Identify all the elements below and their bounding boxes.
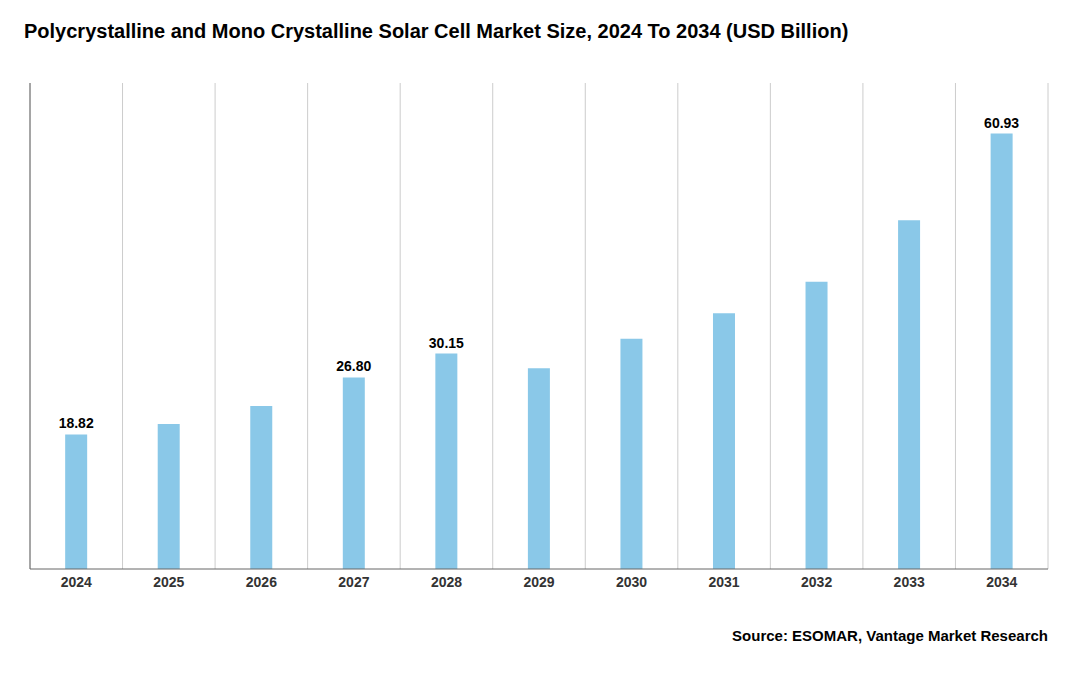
svg-text:2024: 2024 [61,574,92,590]
svg-text:60.93: 60.93 [984,115,1019,131]
svg-text:2034: 2034 [986,574,1017,590]
html-text:Polycrystalline and Mono Cryst: Polycrystalline and Mono Crystalline Sol… [24,20,849,42]
svg-text:2032: 2032 [801,574,832,590]
svg-text:2027: 2027 [338,574,369,590]
svg-text:2028: 2028 [431,574,462,590]
svg-text:2025: 2025 [153,574,184,590]
svg-text:2030: 2030 [616,574,647,590]
svg-text:2033: 2033 [894,574,925,590]
svg-text:26.80: 26.80 [336,358,371,374]
html-text:Source: ESOMAR, Vantage Market: Source: ESOMAR, Vantage Market Research [732,627,1048,644]
svg-text:18.82: 18.82 [59,415,94,431]
svg-text:2026: 2026 [246,574,277,590]
svg-text:2029: 2029 [523,574,554,590]
svg-text:2031: 2031 [709,574,740,590]
svg-text:30.15: 30.15 [429,335,464,351]
